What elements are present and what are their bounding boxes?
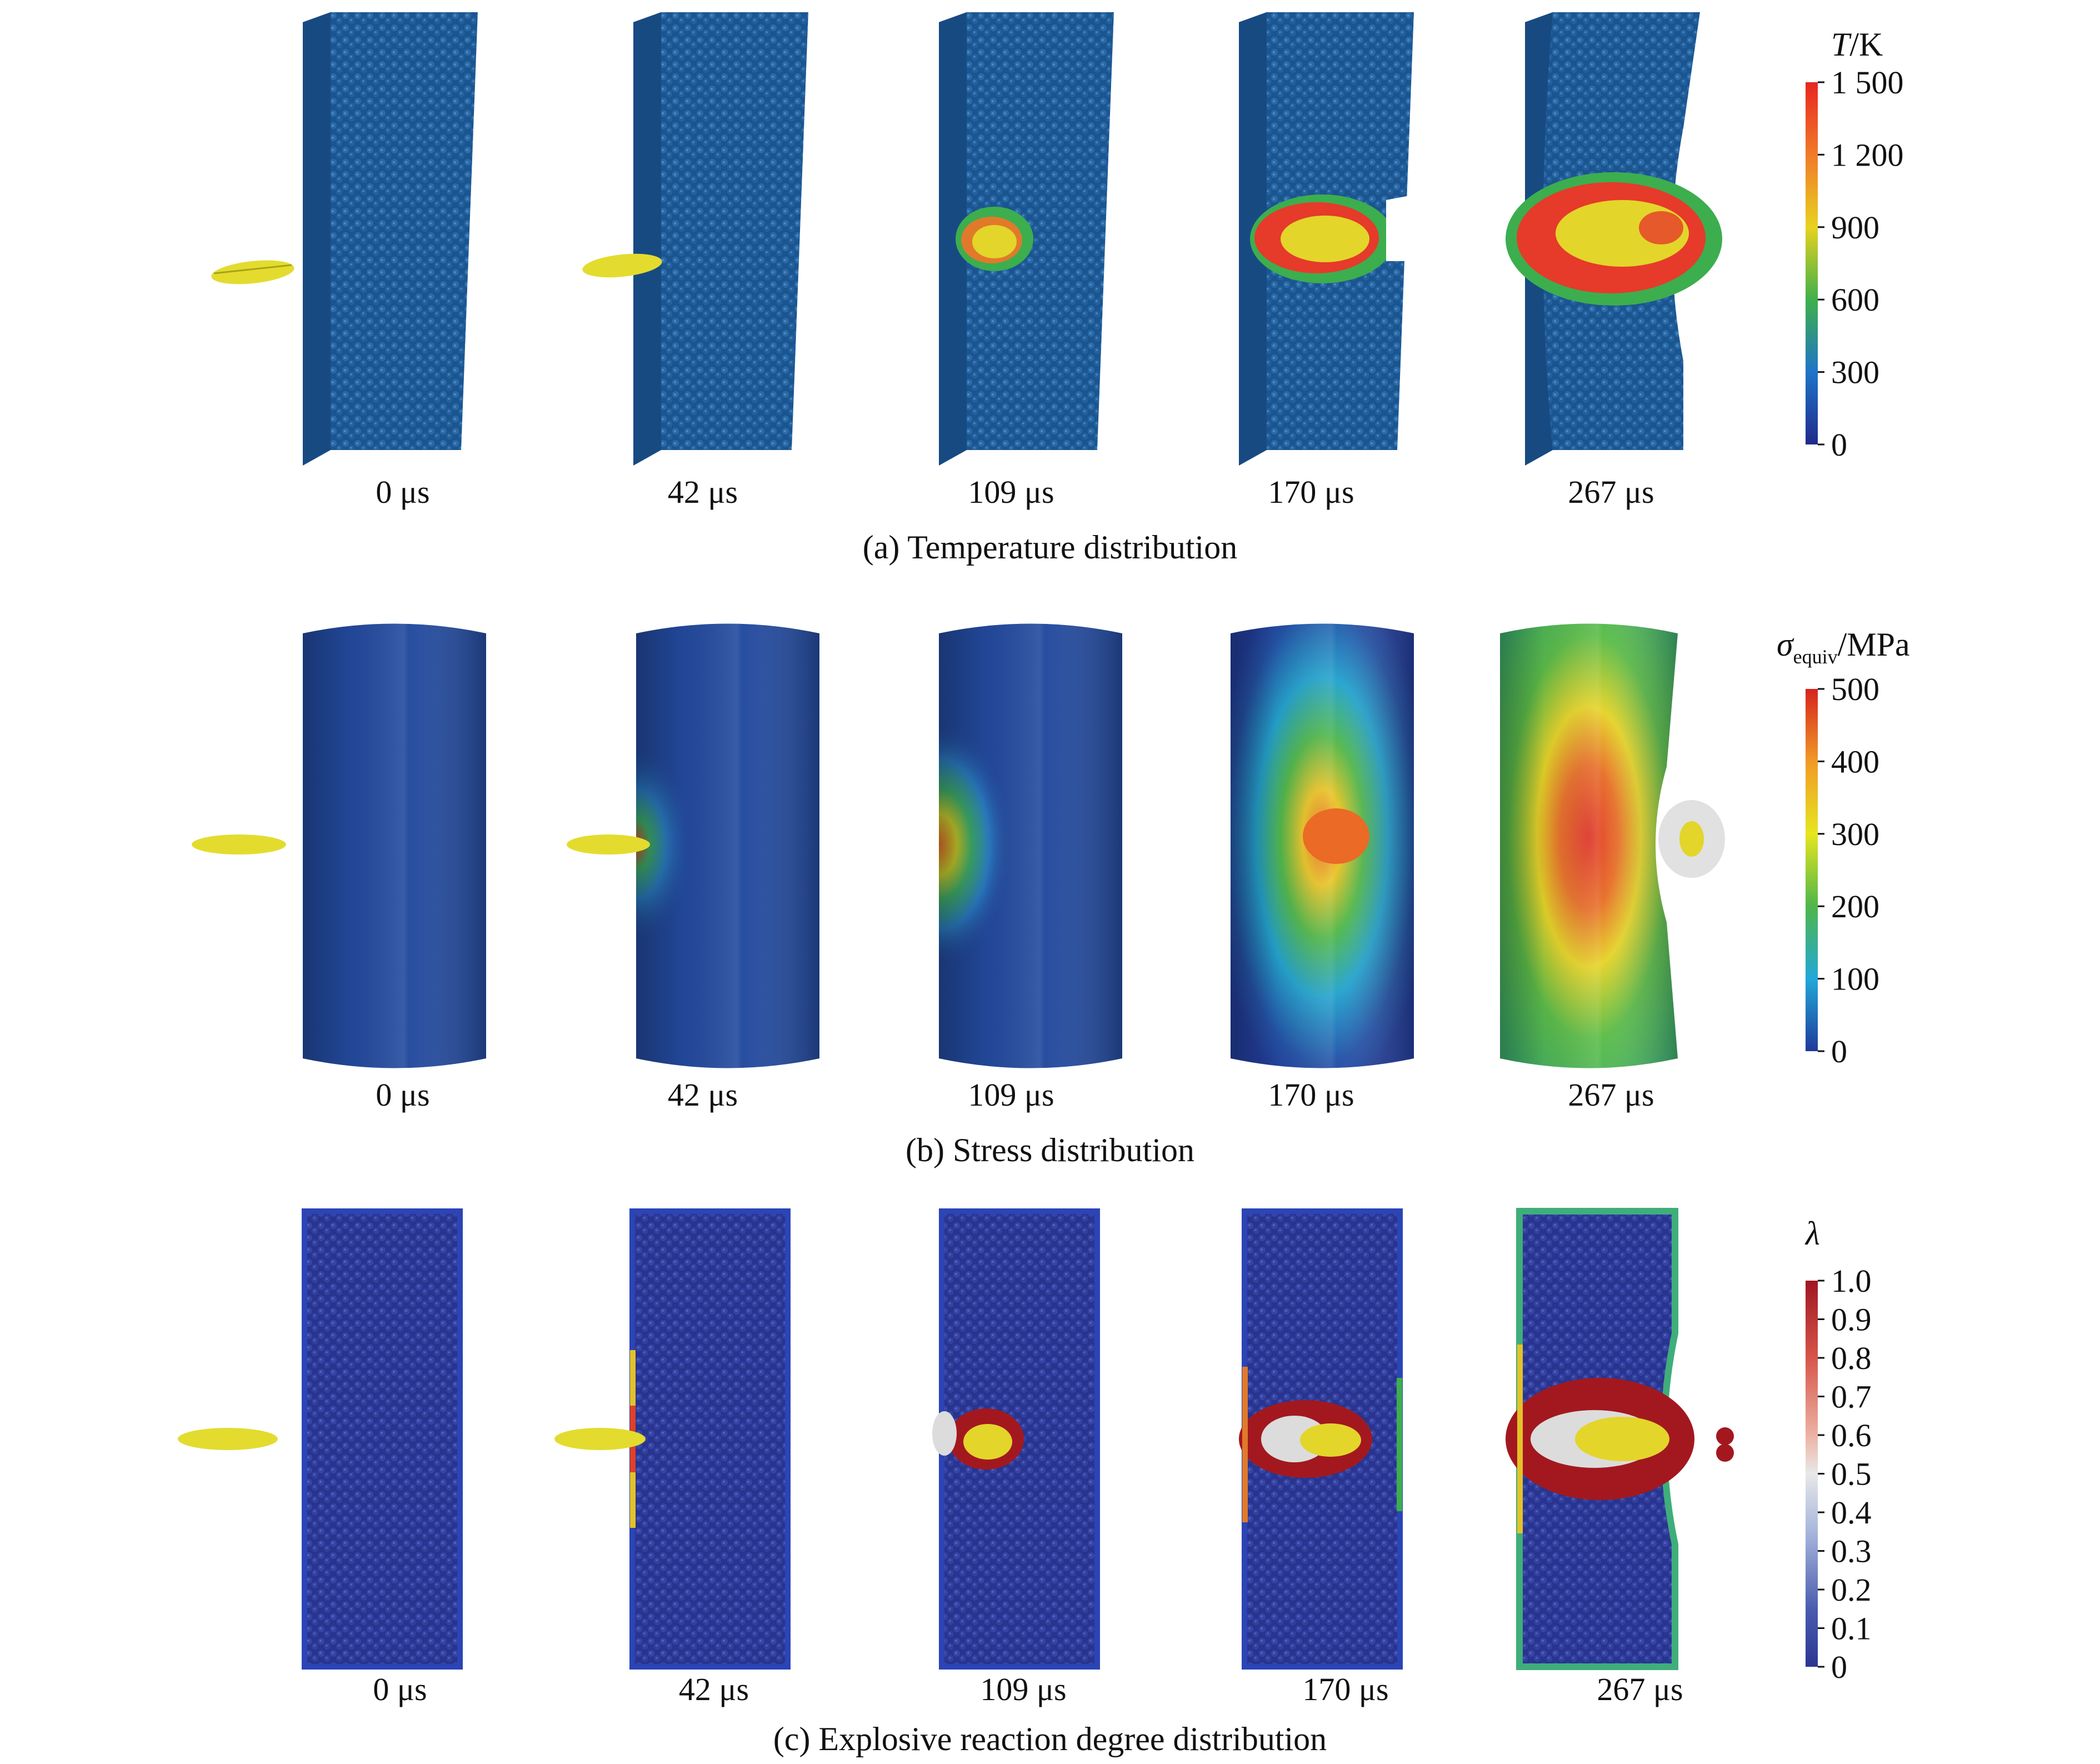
projectile	[567, 834, 650, 854]
colorbar-tick-label: 100	[1831, 961, 1879, 997]
row-caption: (c) Explosive reaction degree distributi…	[773, 1721, 1327, 1757]
panel-c-267us	[1506, 1208, 1734, 1670]
panel-a-109us	[939, 12, 1114, 466]
panel-a-42us	[582, 12, 808, 466]
colorbar-tick-label: 200	[1831, 888, 1879, 925]
slab-front-face	[331, 12, 478, 450]
colorbar-tick-label: 0	[1831, 427, 1847, 463]
row-caption: (b) Stress distribution	[906, 1132, 1194, 1168]
colorbar-tick-label: 0.8	[1831, 1340, 1872, 1376]
colorbar-reaction-degree: λ 1.00.90.80.70.60.50.40.30.20.10	[1804, 1215, 1872, 1685]
svg-text:T/K: T/K	[1831, 26, 1883, 63]
time-label: 42 μs	[668, 1077, 738, 1113]
colorbar-tick-label: 600	[1831, 282, 1879, 318]
colorbar-tick-label: 300	[1831, 354, 1879, 391]
projectile	[178, 1428, 278, 1450]
panel-b-267us	[1500, 623, 1725, 1068]
time-label: 109 μs	[968, 474, 1054, 510]
time-label: 0 μs	[373, 1671, 427, 1707]
colorbar-stress: σequiv/MPa 500 400 300 200 100 0	[1777, 626, 1910, 1070]
colorbar-tick-label: 0.4	[1831, 1495, 1872, 1531]
time-label: 267 μs	[1597, 1671, 1683, 1707]
time-label: 267 μs	[1568, 474, 1654, 510]
colorbar-tick-label: 1 200	[1831, 137, 1904, 173]
colorbar-tick-label: 300	[1831, 816, 1879, 852]
time-label: 109 μs	[968, 1077, 1054, 1113]
projectile	[192, 834, 286, 854]
time-label: 0 μs	[376, 1077, 429, 1113]
colorbar-symbol: λ	[1804, 1215, 1820, 1252]
colorbar-unit: /MPa	[1838, 626, 1910, 663]
slab-side-face	[303, 12, 331, 466]
projectile	[554, 1428, 646, 1450]
colorbar-tick-label: 0	[1831, 1033, 1847, 1070]
panel-b-170us	[1231, 623, 1414, 1068]
panel-c-170us	[1239, 1208, 1403, 1670]
panel-a-170us	[1239, 12, 1416, 466]
colorbar-tick-label: 0.6	[1831, 1417, 1872, 1453]
svg-text:σequiv/MPa: σequiv/MPa	[1777, 626, 1910, 668]
colorbar-tick-label: 0.2	[1831, 1572, 1872, 1608]
colorbar-tick-label: 0.9	[1831, 1302, 1872, 1338]
panel-b-0us	[192, 623, 486, 1068]
colorbar-subscript: equiv	[1793, 646, 1838, 668]
colorbar-tick-label: 0.7	[1831, 1379, 1872, 1415]
colorbar-tick-label: 400	[1831, 743, 1879, 779]
colorbar-gradient	[1806, 1281, 1818, 1667]
panel-c-42us	[554, 1208, 791, 1670]
time-label: 170 μs	[1268, 474, 1354, 510]
row-caption: (a) Temperature distribution	[863, 529, 1237, 566]
row-b-stress: 0 μs 42 μs 109 μs 170 μs 267 μs (b) Stre…	[192, 623, 1910, 1168]
specimen-section	[302, 1208, 463, 1670]
time-label: 267 μs	[1568, 1077, 1654, 1113]
row-c-reaction: 0 μs 42 μs 109 μs 170 μs 267 μs (c) Expl…	[178, 1208, 1872, 1757]
time-label: 42 μs	[668, 474, 738, 510]
colorbar-tick-label: 900	[1831, 209, 1879, 246]
time-label: 0 μs	[376, 474, 429, 510]
panel-b-109us	[939, 623, 1122, 1068]
projectile	[582, 253, 662, 278]
colorbar-unit: /K	[1849, 26, 1883, 63]
colorbar-tick-label: 1 500	[1831, 64, 1904, 101]
colorbar-gradient	[1806, 689, 1818, 1051]
panel-a-0us	[211, 12, 478, 466]
time-label: 42 μs	[679, 1671, 749, 1707]
time-label: 170 μs	[1302, 1671, 1388, 1707]
row-a-temperature: 0 μs 42 μs 109 μs 170 μs 267 μs (a) Temp…	[211, 12, 1904, 566]
panel-a-267us	[1506, 12, 1722, 466]
time-label: 109 μs	[980, 1671, 1066, 1707]
panel-c-109us	[932, 1208, 1100, 1670]
panel-b-42us	[567, 623, 819, 1068]
colorbar-tick-label: 0.1	[1831, 1611, 1872, 1647]
panel-c-0us	[178, 1208, 463, 1670]
colorbar-tick-label: 0	[1831, 1649, 1847, 1685]
colorbar-tick-label: 0.3	[1831, 1533, 1872, 1570]
colorbar-symbol: σ	[1777, 626, 1794, 663]
colorbar-tick-label: 500	[1831, 671, 1879, 707]
colorbar-tick-label: 0.5	[1831, 1456, 1872, 1492]
colorbar-gradient	[1806, 82, 1818, 444]
colorbar-tick-label: 1.0	[1831, 1263, 1872, 1299]
colorbar-symbol: T	[1831, 26, 1852, 63]
colorbar-temperature: T/K 1 500 1 200 900 600 300 0	[1806, 26, 1904, 463]
time-label: 170 μs	[1268, 1077, 1354, 1113]
